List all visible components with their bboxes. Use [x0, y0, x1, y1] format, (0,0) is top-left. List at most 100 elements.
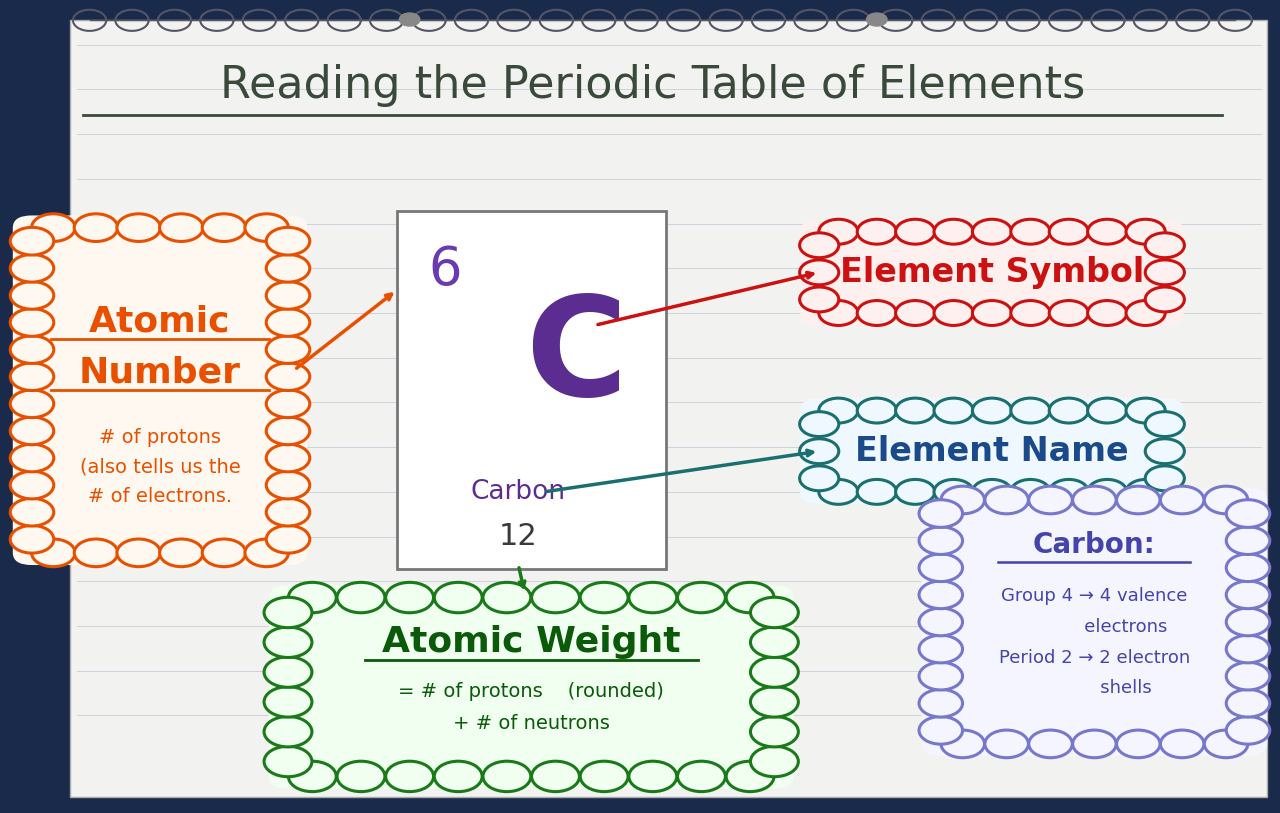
Circle shape	[819, 220, 858, 244]
FancyBboxPatch shape	[922, 488, 1267, 756]
Circle shape	[483, 761, 531, 792]
Circle shape	[819, 398, 858, 423]
Circle shape	[1146, 439, 1184, 463]
Text: 6: 6	[429, 244, 462, 296]
Circle shape	[750, 627, 799, 658]
Circle shape	[750, 687, 799, 717]
Text: # of protons
(also tells us the
# of electrons.: # of protons (also tells us the # of ele…	[79, 428, 241, 506]
Circle shape	[919, 663, 963, 690]
Circle shape	[10, 309, 54, 337]
Circle shape	[266, 390, 310, 418]
Circle shape	[858, 220, 896, 244]
Circle shape	[385, 582, 434, 613]
Circle shape	[264, 657, 312, 687]
Circle shape	[10, 390, 54, 418]
Circle shape	[244, 539, 288, 567]
Circle shape	[264, 627, 312, 658]
Circle shape	[1226, 608, 1270, 636]
Circle shape	[337, 761, 385, 792]
Circle shape	[858, 301, 896, 325]
Circle shape	[750, 598, 799, 628]
Circle shape	[800, 287, 838, 312]
Circle shape	[10, 281, 54, 309]
Circle shape	[934, 301, 973, 325]
Circle shape	[116, 539, 160, 567]
Circle shape	[1126, 480, 1165, 504]
Text: Group 4 → 4 valence
           electrons
Period 2 → 2 electron
           shells: Group 4 → 4 valence electrons Period 2 →…	[998, 587, 1190, 698]
Circle shape	[74, 539, 118, 567]
Circle shape	[1073, 486, 1116, 514]
Circle shape	[919, 716, 963, 744]
Circle shape	[800, 260, 838, 285]
Circle shape	[1050, 301, 1088, 325]
Circle shape	[1073, 730, 1116, 758]
Circle shape	[531, 761, 580, 792]
Circle shape	[919, 500, 963, 528]
Circle shape	[919, 689, 963, 717]
Circle shape	[819, 301, 858, 325]
Circle shape	[896, 220, 934, 244]
Circle shape	[984, 486, 1028, 514]
Circle shape	[1161, 730, 1204, 758]
Circle shape	[264, 687, 312, 717]
Circle shape	[973, 398, 1011, 423]
Circle shape	[10, 444, 54, 472]
Circle shape	[941, 486, 984, 514]
Circle shape	[984, 730, 1028, 758]
Circle shape	[919, 608, 963, 636]
Circle shape	[1146, 233, 1184, 258]
Circle shape	[264, 746, 312, 776]
Circle shape	[266, 363, 310, 390]
Circle shape	[896, 480, 934, 504]
Circle shape	[10, 417, 54, 445]
Circle shape	[1226, 500, 1270, 528]
Text: = # of protons    (rounded)
+ # of neutrons: = # of protons (rounded) + # of neutrons	[398, 681, 664, 733]
Circle shape	[1126, 220, 1165, 244]
FancyBboxPatch shape	[397, 211, 666, 569]
Circle shape	[10, 472, 54, 499]
Circle shape	[1146, 287, 1184, 312]
Circle shape	[483, 582, 531, 613]
Text: Atomic Weight: Atomic Weight	[381, 625, 681, 659]
Text: C: C	[525, 290, 627, 425]
Circle shape	[10, 228, 54, 255]
Text: 12: 12	[499, 522, 538, 551]
FancyBboxPatch shape	[70, 20, 1267, 797]
Circle shape	[288, 582, 337, 613]
Circle shape	[750, 657, 799, 687]
Circle shape	[1050, 480, 1088, 504]
Circle shape	[202, 539, 246, 567]
Circle shape	[580, 582, 628, 613]
Circle shape	[264, 716, 312, 747]
Circle shape	[244, 214, 288, 241]
Circle shape	[434, 761, 483, 792]
FancyBboxPatch shape	[13, 215, 307, 565]
Circle shape	[266, 525, 310, 553]
Circle shape	[919, 581, 963, 609]
Circle shape	[628, 761, 677, 792]
Circle shape	[1226, 635, 1270, 663]
Circle shape	[32, 214, 76, 241]
Circle shape	[800, 466, 838, 491]
Circle shape	[266, 309, 310, 337]
Circle shape	[266, 336, 310, 363]
Circle shape	[1226, 554, 1270, 581]
Text: Carbon: Carbon	[471, 479, 566, 505]
Circle shape	[1226, 663, 1270, 690]
Circle shape	[1146, 466, 1184, 491]
Circle shape	[934, 220, 973, 244]
Circle shape	[434, 582, 483, 613]
Circle shape	[677, 761, 726, 792]
Circle shape	[1226, 689, 1270, 717]
Circle shape	[1146, 411, 1184, 437]
Circle shape	[1011, 398, 1050, 423]
Text: Element Symbol: Element Symbol	[840, 256, 1144, 289]
Circle shape	[160, 539, 204, 567]
Circle shape	[1088, 398, 1126, 423]
Circle shape	[1226, 527, 1270, 554]
Circle shape	[896, 398, 934, 423]
Circle shape	[266, 444, 310, 472]
Circle shape	[10, 254, 54, 282]
Circle shape	[10, 336, 54, 363]
Circle shape	[1116, 730, 1160, 758]
